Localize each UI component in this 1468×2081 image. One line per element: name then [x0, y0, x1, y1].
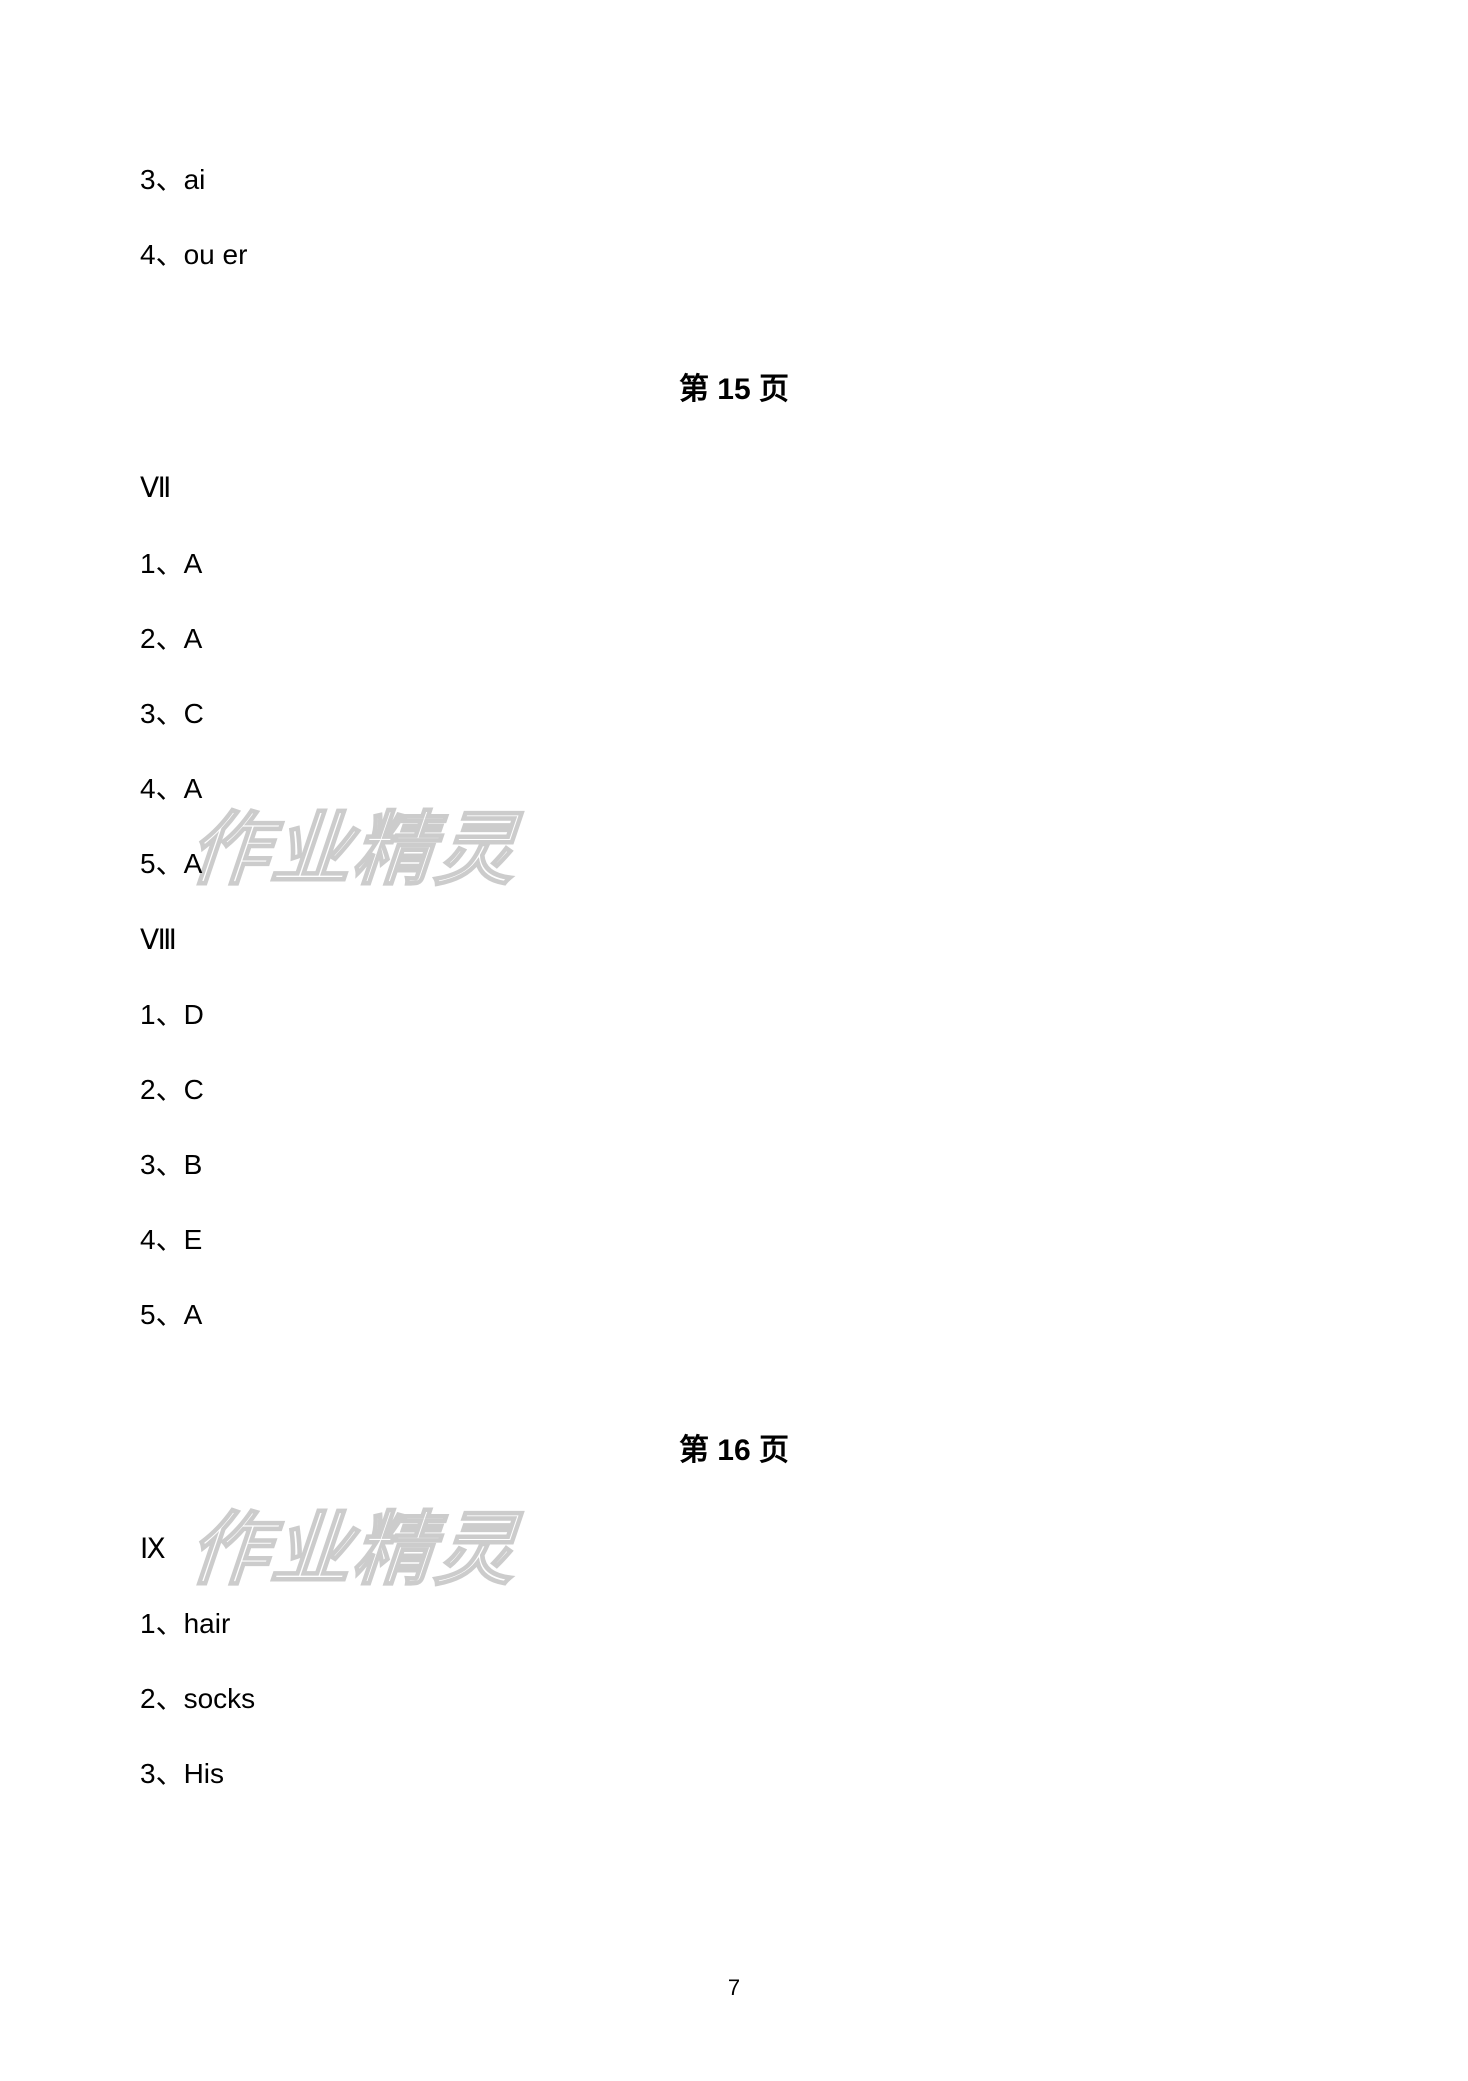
- section-label-ix: Ⅸ: [140, 1529, 1328, 1568]
- section-label-viii: Ⅷ: [140, 920, 1328, 959]
- answer-item: 4、A: [140, 769, 1328, 808]
- answer-item: 1、D: [140, 995, 1328, 1034]
- answer-item: 3、His: [140, 1754, 1328, 1793]
- page-number: 7: [728, 1975, 740, 2001]
- answer-item: 2、A: [140, 619, 1328, 658]
- answer-item: 1、A: [140, 544, 1328, 583]
- answer-item: 4、E: [140, 1220, 1328, 1259]
- section-label-vii: Ⅶ: [140, 468, 1328, 507]
- answer-item: 5、A: [140, 1295, 1328, 1334]
- page-heading-16: 第 16 页: [140, 1425, 1328, 1469]
- answer-item: 4、ou er: [140, 235, 1328, 274]
- answer-item: 1、hair: [140, 1604, 1328, 1643]
- page-heading-15: 第 15 页: [140, 364, 1328, 408]
- answer-item: 2、socks: [140, 1679, 1328, 1718]
- answer-item: 5、A: [140, 844, 1328, 883]
- answer-item: 2、C: [140, 1070, 1328, 1109]
- answer-item: 3、B: [140, 1145, 1328, 1184]
- answer-item: 3、C: [140, 694, 1328, 733]
- answer-item: 3、ai: [140, 160, 1328, 199]
